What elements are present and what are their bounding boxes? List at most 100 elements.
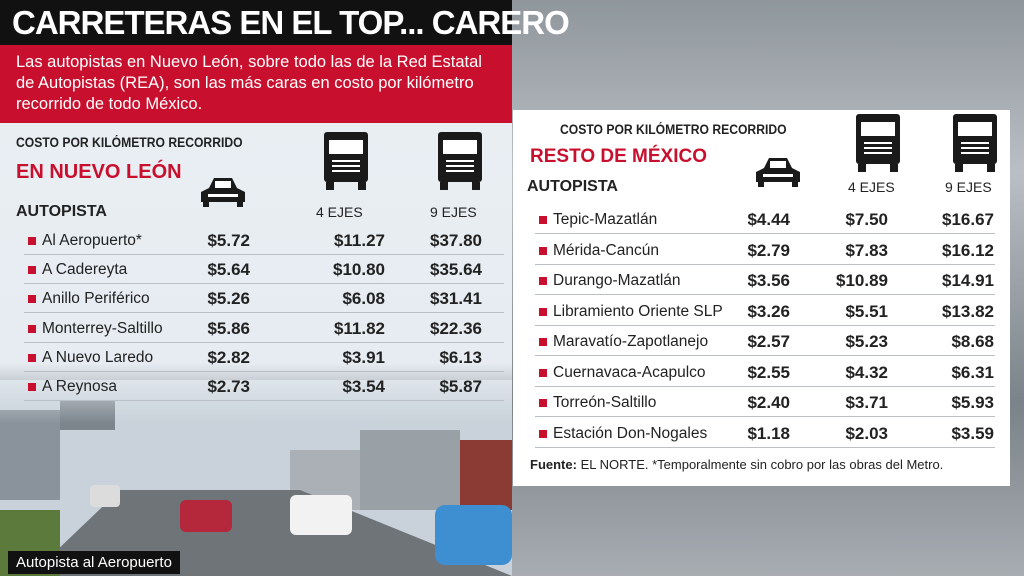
price: $7.50 xyxy=(845,210,888,229)
bullet xyxy=(28,295,36,304)
price: $2.79 xyxy=(747,240,790,260)
price: $5.72 xyxy=(207,231,250,250)
source-text: EL NORTE. *Temporalmente sin cobro por l… xyxy=(580,457,944,472)
row-rule xyxy=(535,294,995,295)
price: $10.80 xyxy=(333,260,385,280)
row-rule xyxy=(24,341,504,343)
column-header: AUTOPISTA xyxy=(16,203,107,220)
price: $22.36 xyxy=(430,318,482,338)
price: $8.68 xyxy=(951,332,994,351)
road-name: Estación Don-Nogales xyxy=(553,424,708,442)
row-rule xyxy=(535,324,995,326)
column-header: 4 EJES xyxy=(316,204,363,220)
road-name: Mérida-Cancún xyxy=(553,241,659,259)
price: $13.82 xyxy=(942,301,994,321)
title: CARRETERAS EN EL TOP... CARERO xyxy=(0,0,570,45)
bullet xyxy=(539,246,547,255)
price: $3.71 xyxy=(845,393,888,412)
road-name: Tepic-Mazatlán xyxy=(553,211,658,228)
price: $6.13 xyxy=(439,347,482,367)
road-name: Torreón-Saltillo xyxy=(553,394,657,411)
bullet xyxy=(539,429,547,438)
row-rule xyxy=(535,263,995,265)
price: $16.12 xyxy=(942,240,994,260)
row-rule xyxy=(24,312,504,314)
bullet xyxy=(539,338,547,346)
road-name: Monterrey-Saltillo xyxy=(42,319,163,337)
subtitle: Las autopistas en Nuevo León, sobre todo… xyxy=(0,45,512,123)
row-rule xyxy=(535,355,995,356)
bullet xyxy=(28,324,36,333)
row-rule xyxy=(24,254,504,255)
price: $37.80 xyxy=(430,231,482,250)
column-header: 9 EJES xyxy=(945,179,992,195)
price: $2.73 xyxy=(207,377,250,396)
price: $7.83 xyxy=(845,240,888,260)
price: $5.64 xyxy=(207,260,250,280)
source-label: Fuente: xyxy=(530,457,577,472)
price: $35.64 xyxy=(430,260,482,280)
column-header: AUTOPISTA xyxy=(527,178,618,195)
road-name: Anillo Periférico xyxy=(42,290,150,308)
price: $4.32 xyxy=(845,362,888,382)
road-name: A Reynosa xyxy=(42,378,117,395)
road-name: Libramiento Oriente SLP xyxy=(553,302,723,320)
price: $3.59 xyxy=(951,423,994,443)
row-rule xyxy=(535,233,995,234)
price: $3.54 xyxy=(342,377,385,396)
row-rule xyxy=(24,400,504,401)
bullet xyxy=(539,277,547,285)
region: EN NUEVO LEÓN xyxy=(16,161,182,183)
source: Fuente: EL NORTE. *Temporalmente sin cob… xyxy=(530,457,943,472)
row-rule xyxy=(535,446,995,448)
price: $1.18 xyxy=(747,423,790,443)
price: $6.08 xyxy=(342,289,385,309)
price: $2.57 xyxy=(747,332,790,351)
road-name: Al Aeropuerto* xyxy=(42,232,142,249)
price: $5.51 xyxy=(845,301,888,321)
bullet xyxy=(539,216,547,224)
price: $11.82 xyxy=(333,318,385,338)
price: $4.44 xyxy=(747,210,790,229)
row-rule xyxy=(24,370,504,372)
price: $5.93 xyxy=(951,393,994,412)
road-name: A Nuevo Laredo xyxy=(42,348,154,366)
bullet xyxy=(28,353,36,362)
left-panel xyxy=(0,123,512,423)
price: $2.82 xyxy=(207,347,250,367)
price: $3.26 xyxy=(747,301,790,321)
price: $6.31 xyxy=(951,362,994,382)
bullet xyxy=(28,266,36,275)
row-rule xyxy=(24,283,504,285)
price: $2.40 xyxy=(747,393,790,412)
column-header: 9 EJES xyxy=(430,204,477,220)
price: $10.89 xyxy=(836,271,888,290)
bullet xyxy=(539,307,547,316)
photo-caption: Autopista al Aeropuerto xyxy=(8,551,180,574)
price: $14.91 xyxy=(942,271,994,290)
price: $11.27 xyxy=(333,231,385,250)
price: $5.87 xyxy=(439,377,482,396)
bullet xyxy=(28,237,36,245)
row-rule xyxy=(535,416,995,417)
price: $31.41 xyxy=(430,289,482,309)
price: $5.23 xyxy=(845,332,888,351)
table-heading: COSTO POR KILÓMETRO RECORRIDO xyxy=(16,135,243,150)
row-rule xyxy=(535,385,995,387)
road-name: Durango-Mazatlán xyxy=(553,272,681,289)
bullet xyxy=(28,383,36,391)
price: $3.91 xyxy=(342,347,385,367)
price: $5.26 xyxy=(207,289,250,309)
bullet xyxy=(539,368,547,377)
road-name: Maravatío-Zapotlanejo xyxy=(553,333,709,350)
road-name: Cuernavaca-Acapulco xyxy=(553,363,706,381)
table-heading: COSTO POR KILÓMETRO RECORRIDO xyxy=(560,122,787,137)
price: $3.56 xyxy=(747,271,790,290)
price: $2.55 xyxy=(747,362,790,382)
price: $2.03 xyxy=(845,423,888,443)
road-name: A Cadereyta xyxy=(42,261,128,279)
region: RESTO DE MÉXICO xyxy=(530,146,708,167)
bullet xyxy=(539,399,547,407)
column-header: 4 EJES xyxy=(848,179,895,195)
